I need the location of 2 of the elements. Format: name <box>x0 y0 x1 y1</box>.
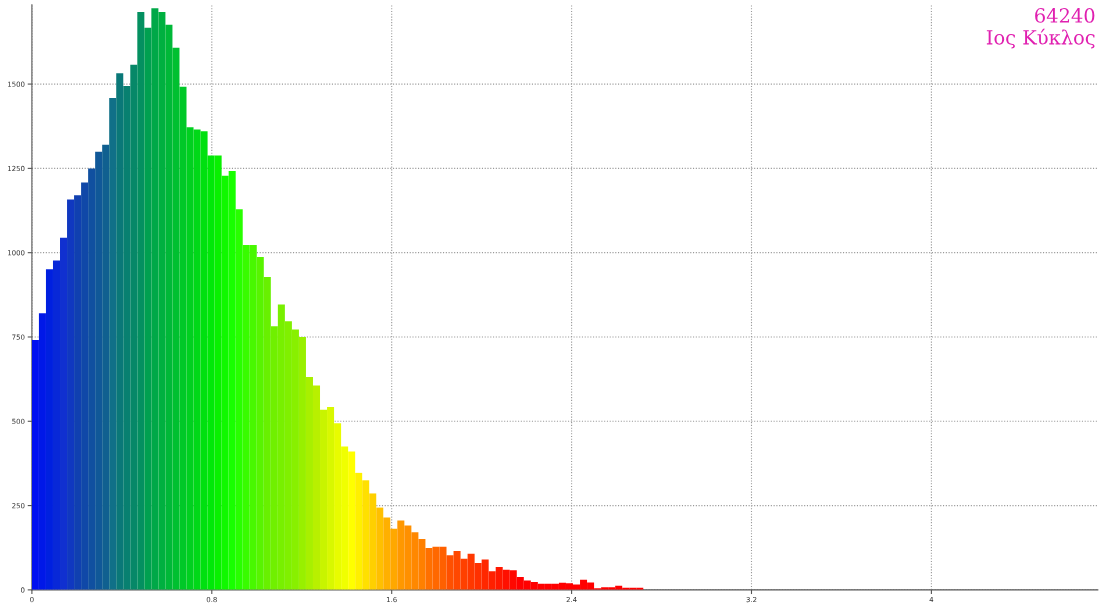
annotation: Ιος Κύκλος <box>986 28 1095 49</box>
annotation: 64240 <box>1035 8 1095 23</box>
